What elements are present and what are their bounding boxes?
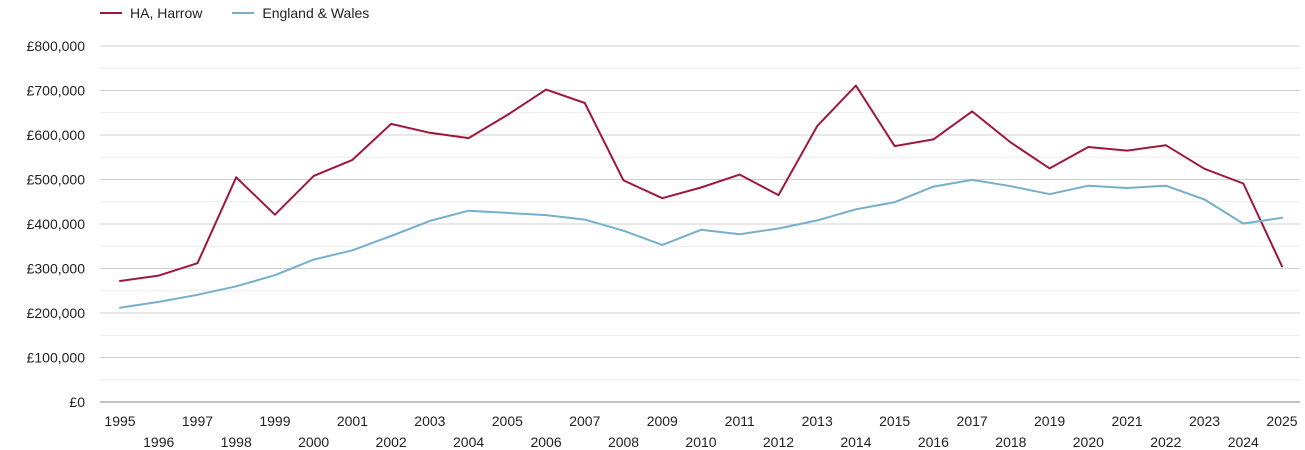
y-tick-label: £200,000	[27, 305, 86, 321]
series-lines	[119, 84, 1283, 309]
x-tick-label: 2010	[685, 434, 716, 450]
x-axis: 1995 1996 1997 1998 1999 2000 2001 2002 2003 2004…	[104, 413, 1297, 450]
x-tick-label: 1999	[259, 413, 290, 429]
x-tick-label: 2013	[802, 413, 833, 429]
x-tick-label: 2011	[725, 413, 755, 429]
y-tick-label: £300,000	[27, 261, 86, 277]
x-tick-label: 2014	[840, 434, 871, 450]
x-tick-label: 2006	[530, 434, 561, 450]
x-tick-label: 2007	[569, 413, 600, 429]
x-tick-label: 2016	[918, 434, 949, 450]
x-tick-label: 2023	[1189, 413, 1220, 429]
x-tick-label: 2017	[957, 413, 988, 429]
x-tick-label: 2000	[298, 434, 329, 450]
series-line-england-wales	[119, 178, 1283, 309]
x-tick-label: 2025	[1266, 413, 1297, 429]
legend-swatch-ha-harrow	[100, 12, 122, 14]
x-tick-label: 1998	[221, 434, 252, 450]
legend-item-england-wales: England & Wales	[232, 5, 369, 21]
x-tick-label: 2008	[608, 434, 639, 450]
legend-label-england-wales: England & Wales	[262, 5, 370, 21]
y-tick-label: £700,000	[27, 83, 86, 99]
y-tick-label: £600,000	[27, 127, 86, 143]
x-tick-label: 2018	[995, 434, 1026, 450]
x-tick-label: 2003	[414, 413, 445, 429]
x-tick-label: 2001	[337, 413, 368, 429]
y-axis: £0 £100,000 £200,000 £300,000 £400,000 £500,0…	[27, 38, 86, 410]
x-tick-label: 2019	[1034, 413, 1065, 429]
x-tick-label: 2002	[376, 434, 407, 450]
y-tick-label: £500,000	[27, 172, 86, 188]
legend: HA, Harrow England & Wales	[100, 3, 369, 23]
y-tick-label: £800,000	[27, 38, 86, 54]
y-tick-label: £100,000	[27, 350, 86, 366]
y-tick-label: £400,000	[27, 216, 86, 232]
x-tick-label: 2024	[1228, 434, 1259, 450]
y-tick-label: £0	[69, 394, 85, 410]
legend-item-ha-harrow: HA, Harrow	[100, 5, 202, 21]
x-tick-label: 2015	[879, 413, 910, 429]
x-tick-label: 1995	[104, 413, 135, 429]
legend-label-ha-harrow: HA, Harrow	[130, 5, 203, 21]
x-tick-label: 1997	[182, 413, 213, 429]
legend-swatch-england-wales	[232, 12, 255, 14]
x-tick-label: 1996	[143, 434, 174, 450]
x-tick-label: 2020	[1073, 434, 1104, 450]
x-tick-label: 2004	[453, 434, 484, 450]
x-tick-label: 2012	[763, 434, 794, 450]
x-tick-label: 2005	[492, 413, 523, 429]
x-tick-label: 2009	[647, 413, 678, 429]
x-tick-label: 2022	[1150, 434, 1181, 450]
x-tick-label: 2021	[1111, 413, 1142, 429]
series-line-ha-harrow	[119, 84, 1283, 282]
grid-lines	[100, 45, 1300, 403]
